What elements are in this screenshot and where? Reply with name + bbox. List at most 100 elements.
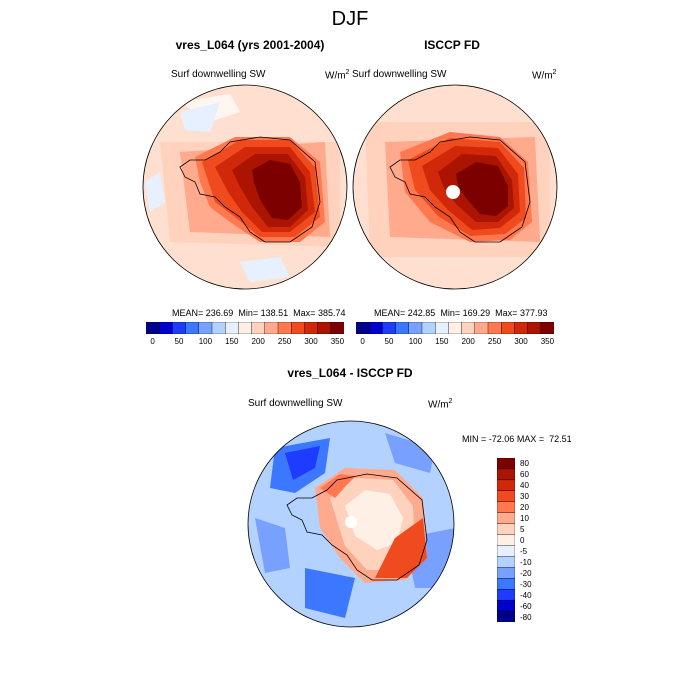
colorbar-swatch xyxy=(277,322,292,334)
colorbar-swatch xyxy=(158,322,173,334)
colorbar-tick-label: -40 xyxy=(520,590,532,600)
colorbar-swatch xyxy=(461,322,476,334)
colorbar-swatch xyxy=(497,468,515,481)
colorbar-tick-label: -10 xyxy=(520,557,532,567)
colorbar-tick-label: 50 xyxy=(384,337,394,346)
colorbar-swatch xyxy=(497,610,515,622)
colorbar-swatch xyxy=(497,534,515,546)
panel3-units: W/m2 xyxy=(428,398,453,411)
panel2-stats: MEAN= 242.85 Min= 169.29 Max= 377.93 xyxy=(374,308,548,318)
colorbar-swatch xyxy=(497,458,515,470)
colorbar-swatch xyxy=(421,322,436,334)
colorbar-swatch xyxy=(185,322,200,334)
panel1-colorbar-labels: 0 50 100 150 200 250 300 350 xyxy=(146,337,344,349)
panel2-colorbar xyxy=(356,322,554,334)
colorbar-swatch xyxy=(527,322,542,334)
colorbar-swatch xyxy=(497,479,515,492)
panel1-colorbar xyxy=(146,322,344,334)
panel3-variable: Surf downwelling SW xyxy=(248,398,343,409)
panel3-stats: MIN = -72.06 MAX = 72.51 xyxy=(462,434,572,444)
panel2-field xyxy=(353,85,557,289)
colorbar-tick-label: 5 xyxy=(520,525,525,535)
colorbar-tick-label: 150 xyxy=(225,337,239,346)
colorbar-tick-label: -80 xyxy=(520,612,532,622)
colorbar-tick-label: 10 xyxy=(520,514,529,524)
colorbar-tick-label: 20 xyxy=(520,503,529,513)
colorbar-swatch xyxy=(395,322,410,334)
panel1-map-border xyxy=(142,84,348,290)
colorbar-swatch xyxy=(448,322,463,334)
panel3-field xyxy=(248,421,454,627)
colorbar-swatch xyxy=(382,322,397,334)
colorbar-tick-label: 50 xyxy=(174,337,184,346)
colorbar-swatch xyxy=(330,322,344,334)
colorbar-swatch xyxy=(264,322,279,334)
panel3-map-border xyxy=(247,420,455,628)
figure-title: DJF xyxy=(331,8,369,30)
colorbar-tick-label: 250 xyxy=(277,337,292,346)
colorbar-tick-label: 350 xyxy=(330,337,345,346)
panel1-map xyxy=(142,84,348,290)
colorbar-tick-label: -30 xyxy=(520,579,532,589)
colorbar-swatch xyxy=(497,556,515,568)
colorbar-swatch xyxy=(474,322,489,334)
colorbar-tick-label: -60 xyxy=(520,601,532,611)
colorbar-tick-label: 0 xyxy=(520,536,525,545)
colorbar-swatch xyxy=(238,322,253,334)
colorbar-swatch xyxy=(497,588,515,601)
colorbar-swatch xyxy=(408,322,423,334)
colorbar-swatch xyxy=(290,322,305,334)
panel2-map-border xyxy=(352,84,558,290)
colorbar-swatch xyxy=(317,322,332,334)
panel3-map xyxy=(247,420,455,628)
panel2-variable: Surf downwelling SW xyxy=(352,69,447,80)
colorbar-swatch xyxy=(514,322,529,334)
colorbar-tick-label: 100 xyxy=(198,337,213,346)
panel2-title: ISCCP FD xyxy=(424,38,480,52)
panel2-colorbar-labels: 0 50 100 150 200 250 300 350 xyxy=(356,337,554,349)
colorbar-tick-label: 40 xyxy=(520,481,529,491)
colorbar-swatch xyxy=(172,322,187,334)
colorbar-tick-label: 300 xyxy=(304,337,318,346)
colorbar-swatch xyxy=(497,545,515,557)
colorbar-swatch xyxy=(251,322,266,334)
panel1-stats: MEAN= 236.69 Min= 138.51 Max= 385.74 xyxy=(172,308,346,318)
colorbar-swatch xyxy=(540,322,554,334)
panel2-missing-pole xyxy=(446,185,460,199)
colorbar-swatch xyxy=(497,523,515,536)
colorbar-swatch xyxy=(224,322,239,334)
colorbar-tick-label: 60 xyxy=(520,470,529,480)
panel2-map xyxy=(352,84,558,290)
panel1-units: W/m2 xyxy=(325,69,350,82)
colorbar-tick-label: 30 xyxy=(520,492,529,502)
panel1-title: vres_L064 (yrs 2001-2004) xyxy=(175,38,325,52)
colorbar-tick-label: -20 xyxy=(520,568,532,578)
colorbar-swatch xyxy=(500,322,515,334)
colorbar-tick-label: -5 xyxy=(520,546,528,556)
colorbar-tick-label: 100 xyxy=(408,337,423,346)
colorbar-swatch xyxy=(497,578,515,590)
panel3-colorbar xyxy=(497,458,515,622)
panel2-units: W/m2 xyxy=(532,69,557,82)
colorbar-tick-label: 150 xyxy=(435,337,449,346)
colorbar-tick-label: 80 xyxy=(520,459,529,469)
colorbar-swatch xyxy=(356,322,370,334)
colorbar-swatch xyxy=(146,322,160,334)
panel1-variable: Surf downwelling SW xyxy=(171,69,266,80)
colorbar-swatch xyxy=(487,322,502,334)
panel3-title: vres_L064 - ISCCP FD xyxy=(287,366,413,380)
panel3-missing-pole xyxy=(345,516,357,528)
panel1-field xyxy=(143,85,347,289)
colorbar-swatch xyxy=(434,322,449,334)
colorbar-swatch xyxy=(198,322,213,334)
colorbar-tick-label: 0 xyxy=(360,337,365,346)
colorbar-tick-label: 200 xyxy=(461,337,475,346)
colorbar-tick-label: 0 xyxy=(150,337,155,346)
colorbar-tick-label: 250 xyxy=(487,337,502,346)
colorbar-swatch xyxy=(368,322,383,334)
colorbar-swatch xyxy=(304,322,319,334)
colorbar-swatch xyxy=(497,567,515,579)
colorbar-tick-label: 200 xyxy=(251,337,265,346)
colorbar-swatch xyxy=(497,501,515,514)
colorbar-tick-label: 300 xyxy=(514,337,528,346)
